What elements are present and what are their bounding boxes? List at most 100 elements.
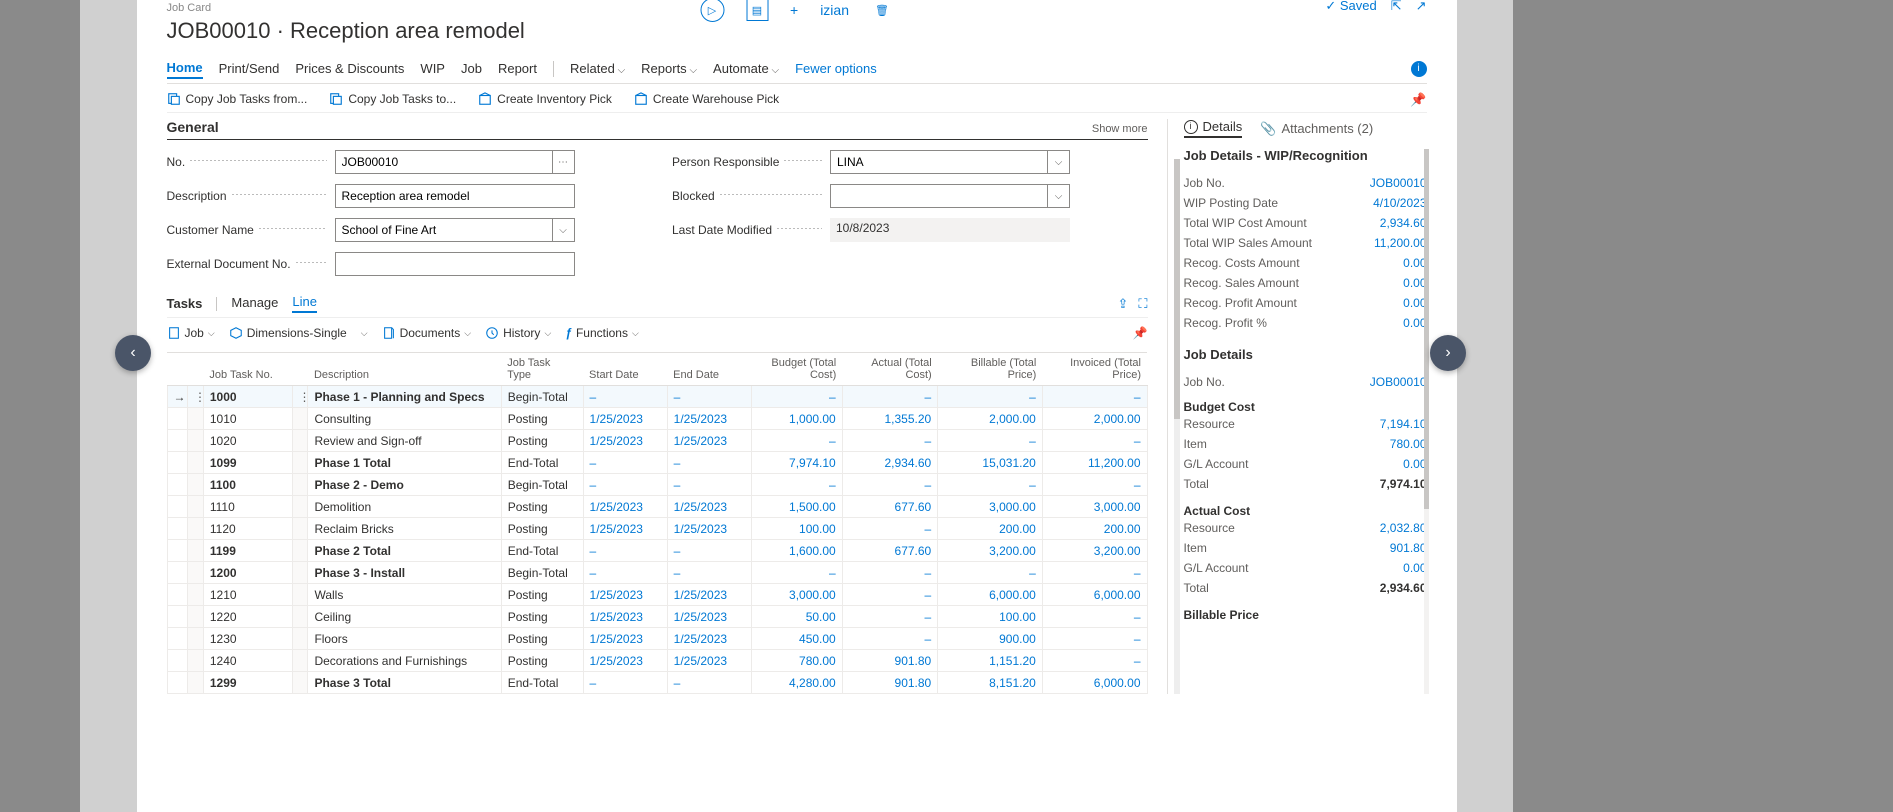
table-row[interactable]: 1020Review and Sign-offPosting1/25/20231…	[167, 430, 1147, 452]
billable-price-title: Billable Price	[1184, 608, 1427, 622]
note-icon[interactable]: ▤	[746, 0, 768, 21]
expand-icon[interactable]: ↗	[1416, 0, 1427, 14]
action-warehouse-pick[interactable]: Create Warehouse Pick	[634, 92, 779, 106]
copy-from-icon	[167, 92, 181, 106]
plus-icon[interactable]: +	[790, 2, 798, 18]
action-copy-from[interactable]: Copy Job Tasks from...	[167, 92, 308, 106]
last-label: Last Date Modified	[672, 223, 776, 237]
task-table: Job Task No. Description Job Task Type S…	[167, 352, 1148, 694]
tb-job[interactable]: Job	[167, 326, 215, 340]
factbox-pane: iDetails 📎Attachments (2) Job Details - …	[1167, 119, 1427, 694]
nav-separator	[553, 61, 554, 77]
right-scrollbar[interactable]	[1424, 149, 1429, 694]
tasks-export-icon[interactable]: ⇪	[1117, 296, 1128, 312]
col-jobtaskno[interactable]: Job Task No.	[203, 353, 292, 386]
tb-pin-icon[interactable]: 📌	[1133, 326, 1148, 340]
kv-row: G/L Account0.00	[1184, 558, 1427, 578]
action-inventory-pick[interactable]: Create Inventory Pick	[478, 92, 612, 106]
nav-related[interactable]: Related	[570, 59, 625, 78]
table-row[interactable]: 1210WallsPosting1/25/20231/25/20233,000.…	[167, 584, 1147, 606]
table-row[interactable]: →⋮1000⋮Phase 1 - Planning and SpecsBegin…	[167, 386, 1147, 408]
action-pin-icon[interactable]: 📌	[1410, 92, 1426, 108]
tb-dims-split[interactable]	[361, 326, 368, 340]
nav-automate[interactable]: Automate	[713, 59, 779, 78]
kv-row: G/L Account0.00	[1184, 454, 1427, 474]
tab-details[interactable]: iDetails	[1184, 119, 1243, 138]
top-center-actions: ▷ ▤ + izian 🗑	[700, 0, 893, 22]
ext-label: External Document No.	[167, 257, 295, 271]
person-input[interactable]	[830, 150, 1070, 174]
tasks-manage[interactable]: Manage	[231, 295, 278, 312]
tasks-header: Tasks Manage Line ⇪ ⛶	[167, 294, 1148, 313]
action-bar: Copy Job Tasks from... Copy Job Tasks to…	[167, 84, 1427, 113]
person-lookup-button[interactable]: ⌵	[1047, 151, 1069, 173]
tb-documents[interactable]: Documents	[382, 326, 472, 340]
side-wip-title: Job Details - WIP/Recognition	[1184, 148, 1427, 163]
no-input[interactable]	[335, 150, 575, 174]
table-row[interactable]: 1230FloorsPosting1/25/20231/25/2023450.0…	[167, 628, 1147, 650]
table-row[interactable]: 1100Phase 2 - DemoBegin-Total––––––	[167, 474, 1147, 496]
nav-print[interactable]: Print/Send	[219, 59, 280, 78]
nav-wip[interactable]: WIP	[420, 59, 445, 78]
blocked-lookup-button[interactable]: ⌵	[1047, 185, 1069, 207]
col-end[interactable]: End Date	[667, 353, 751, 386]
no-lookup-button[interactable]: ⋯	[552, 151, 574, 173]
table-row[interactable]: 1099Phase 1 TotalEnd-Total––7,974.102,93…	[167, 452, 1147, 474]
info-icon[interactable]: i	[1411, 61, 1427, 77]
table-row[interactable]: 1299Phase 3 TotalEnd-Total––4,280.00901.…	[167, 672, 1147, 694]
show-more-link[interactable]: Show more	[1092, 123, 1148, 135]
tb-functions[interactable]: ƒFunctions	[565, 326, 639, 340]
tab-attachments[interactable]: 📎Attachments (2)	[1260, 119, 1373, 138]
cust-input[interactable]	[335, 218, 575, 242]
col-desc[interactable]: Description	[308, 353, 501, 386]
no-label: No.	[167, 155, 190, 169]
tasks-maximize-icon[interactable]: ⛶	[1138, 296, 1147, 312]
top-right-actions: ✓ Saved ⇱ ↗	[1325, 0, 1426, 14]
col-actual[interactable]: Actual (Total Cost)	[842, 353, 937, 386]
col-budget[interactable]: Budget (Total Cost)	[751, 353, 842, 386]
carousel-prev-button[interactable]: ‹	[115, 335, 151, 371]
last-value: 10/8/2023	[830, 218, 1070, 242]
side-jobdetails-title: Job Details	[1184, 347, 1427, 362]
table-row[interactable]: 1110DemolitionPosting1/25/20231/25/20231…	[167, 496, 1147, 518]
table-row[interactable]: 1220CeilingPosting1/25/20231/25/202350.0…	[167, 606, 1147, 628]
col-invoiced[interactable]: Invoiced (Total Price)	[1042, 353, 1147, 386]
nav-report[interactable]: Report	[498, 59, 537, 78]
blocked-input[interactable]	[830, 184, 1070, 208]
tb-history[interactable]: History	[485, 326, 551, 340]
kv-row: WIP Posting Date4/10/2023	[1184, 193, 1427, 213]
nav-fewer[interactable]: Fewer options	[795, 59, 877, 78]
budget-cost-title: Budget Cost	[1184, 400, 1427, 414]
table-row[interactable]: 1010ConsultingPosting1/25/20231/25/20231…	[167, 408, 1147, 430]
carousel-next-button[interactable]: ›	[1430, 335, 1466, 371]
desc-input[interactable]	[335, 184, 575, 208]
table-row[interactable]: 1240Decorations and FurnishingsPosting1/…	[167, 650, 1147, 672]
tasks-toolbar: Job Dimensions-Single Documents History …	[167, 317, 1148, 346]
nav-prices[interactable]: Prices & Discounts	[295, 59, 404, 78]
col-billable[interactable]: Billable (Total Price)	[938, 353, 1043, 386]
ext-input[interactable]	[335, 252, 575, 276]
cust-lookup-button[interactable]: ⌵	[552, 219, 574, 241]
kv-row: Recog. Profit Amount0.00	[1184, 293, 1427, 313]
delete-icon[interactable]: 🗑	[871, 0, 893, 21]
nav-reports[interactable]: Reports	[641, 59, 697, 78]
tasks-line[interactable]: Line	[292, 294, 317, 313]
kv-row: Recog. Costs Amount0.00	[1184, 253, 1427, 273]
col-start[interactable]: Start Date	[583, 353, 667, 386]
play-icon[interactable]: ▷	[700, 0, 724, 22]
tasks-title: Tasks	[167, 296, 203, 311]
table-row[interactable]: 1200Phase 3 - InstallBegin-Total––––––	[167, 562, 1147, 584]
action-copy-to[interactable]: Copy Job Tasks to...	[329, 92, 456, 106]
table-row[interactable]: 1120Reclaim BricksPosting1/25/20231/25/2…	[167, 518, 1147, 540]
details-icon: i	[1184, 120, 1198, 134]
col-type[interactable]: Job Task Type	[501, 353, 583, 386]
docs-icon	[382, 326, 396, 340]
nav-job[interactable]: Job	[461, 59, 482, 78]
table-row[interactable]: 1199Phase 2 TotalEnd-Total––1,600.00677.…	[167, 540, 1147, 562]
nav-home[interactable]: Home	[167, 58, 203, 79]
share-icon[interactable]: ⇱	[1391, 0, 1402, 14]
nav-bar: Home Print/Send Prices & Discounts WIP J…	[167, 58, 1427, 84]
dims-icon	[229, 326, 243, 340]
copy-to-icon	[329, 92, 343, 106]
tb-dimensions[interactable]: Dimensions-Single	[229, 326, 347, 340]
